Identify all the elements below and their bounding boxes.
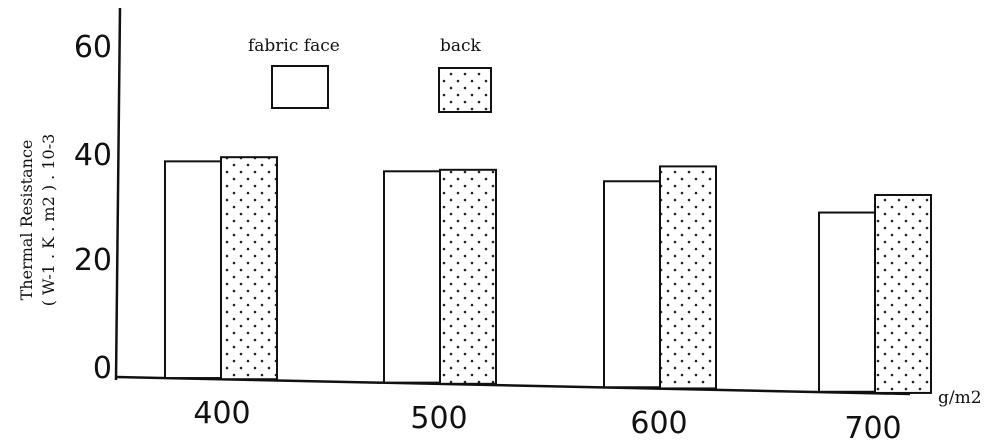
x-tick-label: 600 [630,406,687,441]
y-tick-label: 60 [74,30,112,65]
y-axis-label: Thermal Resistance ( W-1 . K . m2 ) . 10… [17,134,58,307]
x-tick-label: 500 [410,401,467,436]
x-tick-label: 700 [844,411,901,446]
y-axis-label-line1: Thermal Resistance [17,140,36,301]
bar-fabric-face-700 [818,211,876,393]
y-axis-line [114,7,122,381]
bar-back-600 [659,165,717,390]
legend-swatch-fabric-face [271,65,329,109]
bar-back-500 [439,168,497,385]
legend-label-fabric-face: fabric face [248,36,340,56]
x-unit-label: g/m2 [938,388,982,408]
y-tick-label: 0 [93,351,112,386]
bar-fabric-face-400 [164,160,222,380]
y-axis-label-line2: ( W-1 . K . m2 ) . 10-3 [39,134,58,307]
bar-fabric-face-600 [603,180,661,389]
bar-back-400 [220,156,278,381]
legend-swatch-back [438,67,492,113]
bar-fabric-face-500 [383,170,441,384]
legend-label-back: back [440,36,482,56]
bar-back-700 [874,193,932,394]
bars-group [164,156,932,394]
x-tick-label: 400 [193,396,250,431]
y-tick-label: 40 [74,138,112,173]
y-tick-label: 20 [74,243,112,278]
